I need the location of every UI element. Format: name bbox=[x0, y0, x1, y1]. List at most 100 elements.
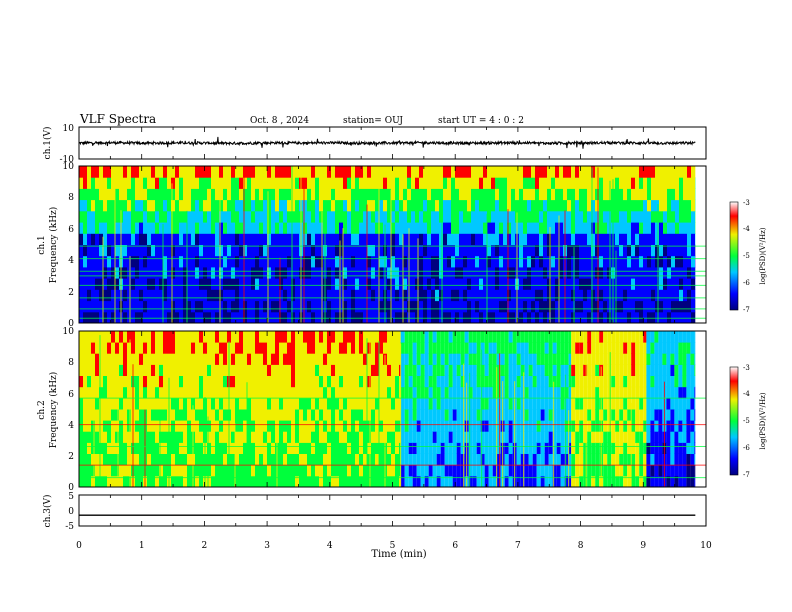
spectrogram-cell bbox=[471, 300, 475, 313]
spectrogram-cell bbox=[452, 442, 457, 454]
spectrogram-cell bbox=[447, 255, 451, 268]
spectrogram-cell bbox=[631, 233, 635, 245]
spectrogram-cell bbox=[371, 177, 375, 189]
spectrogram-cell bbox=[479, 300, 483, 313]
spectrogram-cell bbox=[587, 210, 591, 223]
spectrogram-cell bbox=[147, 177, 151, 189]
spectrogram-cell bbox=[323, 177, 327, 189]
spectrogram-cell bbox=[143, 188, 147, 201]
spectrogram-cell bbox=[259, 289, 263, 302]
spectrogram-cell bbox=[507, 199, 511, 212]
spectrogram-cell bbox=[79, 409, 83, 421]
spectrogram-cell bbox=[428, 342, 433, 354]
spectrogram-cell bbox=[163, 311, 167, 324]
spectrogram-cell bbox=[654, 475, 659, 488]
spectrogram-cell bbox=[315, 210, 319, 223]
spectrogram-cell bbox=[211, 342, 215, 354]
spectrogram-cell bbox=[532, 475, 537, 488]
spectrogram-cell bbox=[520, 331, 525, 343]
spectrogram-cell bbox=[532, 386, 537, 399]
spectrogram-cell bbox=[219, 464, 223, 477]
spectrogram-cell bbox=[187, 188, 191, 201]
spectrogram-cell bbox=[243, 289, 247, 302]
spectrogram-cell bbox=[391, 300, 395, 313]
spectrogram-cell bbox=[447, 278, 451, 290]
spectrogram-cell bbox=[650, 453, 655, 466]
spectrogram-cell bbox=[552, 431, 557, 443]
spectrogram-cell bbox=[428, 453, 433, 466]
spectrogram-cell bbox=[379, 364, 383, 376]
spectrogram-cell bbox=[291, 386, 295, 399]
spectrogram-cell bbox=[343, 375, 347, 388]
spectrogram-cell bbox=[331, 199, 335, 212]
spectrogram-cell bbox=[151, 431, 155, 443]
spectrogram-cell bbox=[690, 375, 695, 388]
spectrogram-cell bbox=[151, 166, 155, 178]
spectrogram-cell bbox=[399, 464, 401, 477]
spectrogram-cell bbox=[507, 222, 511, 234]
spectrogram-cell bbox=[531, 233, 535, 245]
spectrogram-cell bbox=[223, 464, 227, 477]
spectrogram-cell bbox=[687, 222, 691, 234]
spectrogram-cell bbox=[667, 278, 671, 290]
spectrogram-cell bbox=[552, 453, 557, 466]
ch2-ytick-10: 10 bbox=[63, 327, 75, 337]
spectrogram-cell bbox=[476, 409, 481, 421]
spectrogram-cell bbox=[643, 420, 647, 432]
spectrogram-cell bbox=[215, 420, 219, 432]
spectrogram-cell bbox=[387, 244, 391, 257]
spectrogram-cell bbox=[127, 342, 131, 354]
spectrogram-cell bbox=[203, 311, 207, 324]
spectrogram-cell bbox=[99, 364, 103, 376]
spectrogram-cell bbox=[495, 233, 499, 245]
spectrogram-cell bbox=[267, 177, 271, 189]
spectrogram-cell bbox=[131, 244, 135, 257]
spectrogram-cell bbox=[291, 300, 295, 313]
spectrogram-cell bbox=[127, 255, 131, 268]
spectrogram-cell bbox=[323, 453, 327, 466]
spectrogram-cell bbox=[171, 475, 175, 488]
spectrogram-cell bbox=[395, 266, 399, 279]
spectrogram-cell bbox=[583, 409, 588, 421]
spectrogram-cell bbox=[351, 386, 355, 399]
spectrogram-cell bbox=[123, 300, 127, 313]
spectrogram-cell bbox=[532, 342, 537, 354]
spectrogram-cell bbox=[623, 364, 628, 376]
spectrogram-cell bbox=[472, 409, 477, 421]
spectrogram-cell bbox=[571, 375, 576, 388]
spectrogram-cell bbox=[568, 364, 572, 376]
spectrogram-cell bbox=[475, 255, 479, 268]
spectrogram-cell bbox=[371, 397, 375, 410]
spectrogram-cell bbox=[103, 278, 107, 290]
spectrogram-cell bbox=[671, 255, 675, 268]
spectrogram-cell bbox=[147, 397, 151, 410]
spectrogram-cell bbox=[543, 311, 547, 324]
spectrogram-cell bbox=[123, 475, 127, 488]
spectrogram-cell bbox=[283, 166, 287, 178]
spectrogram-cell bbox=[531, 289, 535, 302]
spectrogram-cell bbox=[639, 188, 643, 201]
spectrogram-cell bbox=[283, 464, 287, 477]
spectrogram-cell bbox=[247, 233, 251, 245]
spectrogram-cell bbox=[435, 199, 439, 212]
spectrogram-cell bbox=[686, 386, 691, 399]
spectrogram-cell bbox=[275, 255, 279, 268]
spectrogram-cell bbox=[467, 188, 471, 201]
spectrogram-cell bbox=[355, 431, 359, 443]
spectrogram-cell bbox=[560, 375, 565, 388]
spectrogram-cell bbox=[523, 166, 527, 178]
spectrogram-cell bbox=[259, 397, 263, 410]
spectrogram-cell bbox=[79, 442, 83, 454]
spectrogram-cell bbox=[227, 289, 231, 302]
spectrogram-cell bbox=[311, 331, 315, 343]
spectrogram-cell bbox=[452, 353, 457, 365]
spectrogram-cell bbox=[575, 222, 579, 234]
ch1-ytick-6: 6 bbox=[68, 225, 74, 235]
spectrogram-cell bbox=[315, 188, 319, 201]
spectrogram-cell bbox=[195, 188, 199, 201]
spectrogram-cell bbox=[615, 353, 620, 365]
spectrogram-cell bbox=[347, 342, 351, 354]
spectrogram-cell bbox=[651, 289, 655, 302]
spectrogram-cell bbox=[484, 364, 489, 376]
spectrogram-cell bbox=[674, 453, 679, 466]
